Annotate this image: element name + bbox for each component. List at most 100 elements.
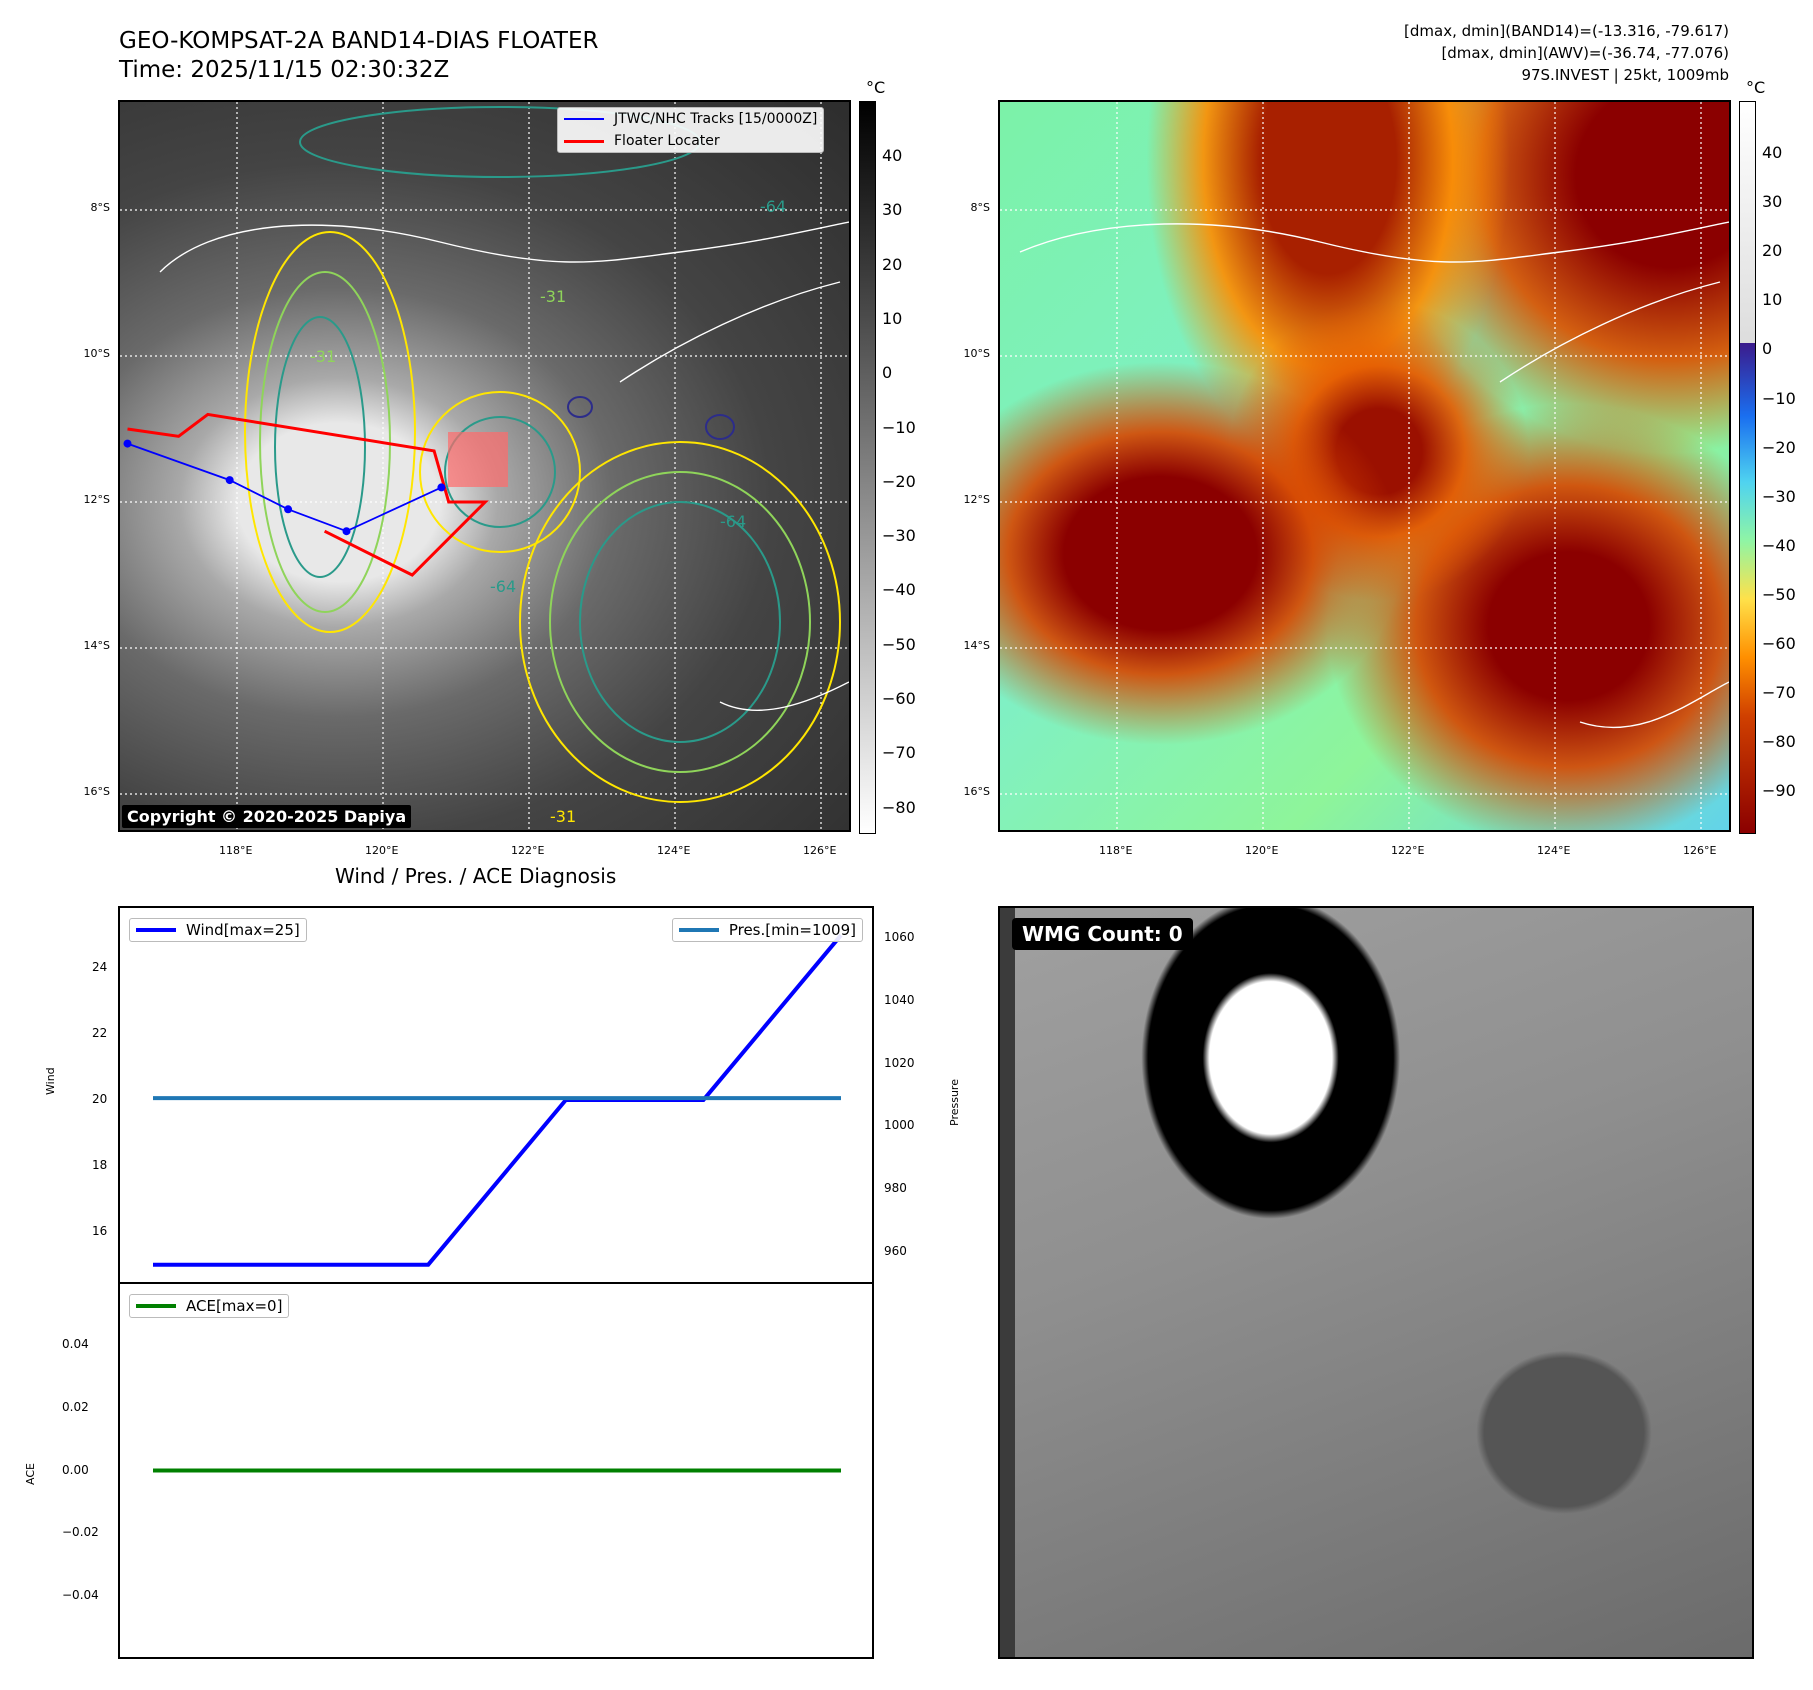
lon-tick-label: 122°E <box>1391 844 1425 857</box>
pressure-tick-label: 980 <box>884 1181 907 1196</box>
awv-gridlines <box>1000 102 1729 830</box>
ace-legend-label: ACE[max=0] <box>186 1297 283 1315</box>
band14-colorbar <box>859 101 876 834</box>
colorbar-left-tick: −80 <box>882 797 916 817</box>
colorbar-left-tick: 20 <box>882 254 903 274</box>
wind-tick-label: 24 <box>92 960 108 975</box>
colorbar-left-tick: −50 <box>882 634 916 654</box>
figure-title: GEO-KOMPSAT-2A BAND14-DIAS FLOATER <box>119 28 599 54</box>
contour-labels: -64 -31 -64 -31 -64 -31 <box>310 197 786 826</box>
contour-label: -31 <box>550 807 576 826</box>
track-legend-label: JTWC/NHC Tracks [15/0000Z] <box>614 111 818 127</box>
ace-tick-label: −0.02 <box>62 1525 99 1540</box>
lat-tick-label: 10°S <box>963 347 990 360</box>
colorbar-right-tick: −40 <box>1762 535 1796 555</box>
wind-axis-label: Wind <box>44 1067 57 1095</box>
lat-tick-label: 8°S <box>90 201 110 214</box>
info-awv: [dmax, dmin](AWV)=(-36.74, -77.076) <box>1441 44 1729 62</box>
band14-map-panel: -64 -31 -64 -31 -64 -31 JTWC/NHC Tracks … <box>118 100 851 832</box>
lat-tick-label: 14°S <box>83 639 110 652</box>
wind-legend-swatch <box>136 928 176 932</box>
ace-axis-label: ACE <box>24 1463 37 1485</box>
pressure-tick-label: 1020 <box>884 1055 915 1070</box>
pressure-legend-label: Pres.[min=1009] <box>728 921 856 939</box>
pressure-tick-label: 960 <box>884 1244 907 1259</box>
colorbar-left-tick: −70 <box>882 743 916 763</box>
pressure-tick-label: 1000 <box>884 1118 915 1133</box>
colorbar-right-tick: −80 <box>1762 732 1796 752</box>
colorbar-left-tick: 10 <box>882 308 903 328</box>
floater-legend-label: Floater Locater <box>614 133 720 149</box>
lat-tick-label: 12°S <box>83 493 110 506</box>
ace-plot <box>153 1468 841 1473</box>
lat-tick-label: 10°S <box>83 347 110 360</box>
pressure-legend-swatch <box>678 928 719 932</box>
pressure-tick-label: 1040 <box>884 992 915 1007</box>
wind-tick-label: 18 <box>92 1157 108 1172</box>
ace-legend: ACE[max=0] <box>129 1294 290 1318</box>
contour-label: -64 <box>490 577 516 596</box>
wmg-count-badge: WMG Count: 0 <box>1012 918 1193 950</box>
colorbar-left-tick: 40 <box>882 146 903 165</box>
lon-tick-label: 124°E <box>657 844 691 857</box>
wind-series-line <box>153 933 843 1267</box>
ace-tick-label: 0.00 <box>62 1462 89 1477</box>
lon-tick-label: 120°E <box>1245 844 1279 857</box>
map-legend: JTWC/NHC Tracks [15/0000Z] Floater Locat… <box>557 107 825 153</box>
colorbar-right-tick: −60 <box>1762 634 1796 653</box>
colorbar-left-tick: −20 <box>882 471 916 491</box>
wind-legend-label: Wind[max=25] <box>186 921 300 939</box>
floater-locater-line <box>127 412 489 577</box>
colorbar-right-tick: 20 <box>1762 241 1783 261</box>
coastlines <box>159 221 849 711</box>
cloud-contours <box>244 106 841 803</box>
awv-map-panel <box>998 100 1731 832</box>
colorbar-right-tick: −90 <box>1762 781 1796 801</box>
colorbar-left-tick: −30 <box>882 526 916 546</box>
awv-coastlines <box>1019 221 1729 729</box>
copyright-badge: Copyright © 2020-2025 Dapiya <box>122 805 412 828</box>
colorbar-left-tick: 0 <box>882 363 893 383</box>
colorbar-left-tick: 30 <box>882 200 903 220</box>
wind-pressure-chart: Wind[max=25] Pres.[min=1009] <box>118 906 874 1284</box>
lon-tick-label: 118°E <box>1099 844 1133 857</box>
track-legend-swatch <box>564 118 604 120</box>
track-point <box>437 483 446 492</box>
wind-legend: Wind[max=25] <box>129 918 307 942</box>
track-point <box>123 439 132 448</box>
pressure-axis-label: Pressure <box>948 1079 961 1126</box>
contour-label: -64 <box>720 512 746 531</box>
wind-tick-label: 20 <box>92 1091 108 1106</box>
contour-label: -31 <box>540 287 566 306</box>
track-point <box>342 527 351 536</box>
wind-pressure-plot <box>153 933 843 1267</box>
colorbar-right-tick: 30 <box>1762 192 1783 212</box>
jtwc-track-points <box>123 439 446 536</box>
jtwc-track-line <box>127 442 442 533</box>
lon-tick-label: 126°E <box>1683 844 1717 857</box>
lon-tick-label: 118°E <box>219 844 253 857</box>
ace-tick-label: −0.04 <box>62 1587 99 1602</box>
colorbar-right-tick: 10 <box>1762 290 1783 310</box>
lon-tick-label: 122°E <box>511 844 545 857</box>
awv-colorbar <box>1739 101 1756 834</box>
lon-tick-label: 120°E <box>365 844 399 857</box>
track-point <box>225 476 234 485</box>
pressure-tick-label: 1060 <box>884 929 915 944</box>
wind-tick-label: 16 <box>92 1223 108 1238</box>
colorbar-right-tick: 40 <box>1762 143 1783 162</box>
ace-chart: ACE[max=0] <box>118 1282 874 1659</box>
colorbar-unit-right: °C <box>1746 78 1766 97</box>
pressure-legend: Pres.[min=1009] <box>671 918 863 942</box>
lat-tick-label: 16°S <box>963 785 990 798</box>
colorbar-right-tick: −70 <box>1762 683 1796 703</box>
lat-tick-label: 12°S <box>963 493 990 506</box>
colorbar-right-tick: −50 <box>1762 584 1796 604</box>
wmg-panel: WMG Count: 0 <box>998 906 1754 1659</box>
colorbar-right-tick: −10 <box>1762 388 1796 408</box>
contour-label: -64 <box>760 197 786 216</box>
colorbar-unit-left: °C <box>866 78 886 97</box>
ace-legend-swatch <box>136 1304 176 1308</box>
lat-tick-label: 8°S <box>970 201 990 214</box>
awv-map-overlay <box>1000 102 1729 830</box>
